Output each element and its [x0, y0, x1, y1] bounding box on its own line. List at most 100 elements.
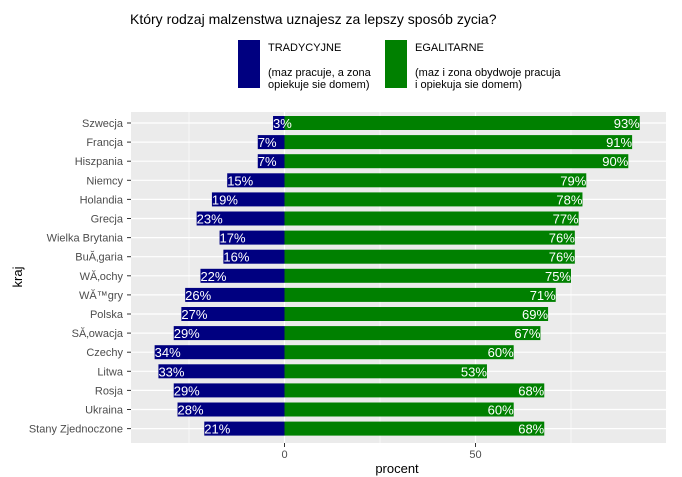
data-label-tradycyjne: 29%	[174, 383, 200, 398]
bar-tradycyjne	[257, 135, 285, 150]
bar-tradycyjne	[185, 287, 285, 302]
bar-egalitarne	[284, 364, 487, 379]
bar-egalitarne	[284, 307, 549, 321]
bar-tradycyjne	[219, 230, 285, 245]
bar-egalitarne	[284, 326, 541, 341]
bar-tradycyjne	[211, 192, 285, 207]
bar-egalitarne	[284, 116, 640, 130]
x-tick-label: 0	[281, 449, 287, 461]
data-label-egalitarne: 60%	[488, 403, 514, 418]
legend-description-line: opiekuje sie domem)	[268, 79, 370, 91]
bar-egalitarne	[284, 345, 514, 360]
bar-tradycyjne	[200, 268, 285, 283]
data-label-tradycyjne: 15%	[227, 173, 253, 188]
data-label-egalitarne: 77%	[553, 212, 579, 227]
data-label-egalitarne: 91%	[606, 135, 632, 150]
data-label-tradycyjne: 27%	[181, 307, 207, 322]
data-label-egalitarne: 79%	[560, 173, 586, 188]
data-label-egalitarne: 76%	[549, 231, 575, 246]
data-label-egalitarne: 68%	[518, 422, 544, 437]
category-label: Czechy	[86, 347, 123, 359]
category-label: WĂ‚ochy	[80, 270, 124, 283]
data-label-egalitarne: 68%	[518, 383, 544, 398]
data-label-tradycyjne: 28%	[178, 403, 204, 418]
bar-tradycyjne	[173, 383, 285, 398]
data-label-egalitarne: 76%	[549, 250, 575, 265]
category-label: Rosja	[95, 385, 124, 397]
bar-tradycyjne	[173, 326, 285, 341]
bar-tradycyjne	[181, 307, 285, 321]
category-label: Polska	[90, 309, 124, 321]
bar-tradycyjne	[154, 345, 285, 360]
data-label-egalitarne: 53%	[461, 364, 487, 379]
bar-tradycyjne	[257, 154, 285, 169]
legend-key-tradycyjne	[238, 40, 260, 88]
bar-tradycyjne	[223, 249, 285, 264]
category-label: Francja	[86, 137, 124, 149]
category-label: SĂ‚owacja	[72, 327, 124, 340]
bar-tradycyjne	[227, 173, 285, 188]
bar-tradycyjne	[196, 211, 285, 226]
bar-egalitarne	[284, 268, 571, 283]
data-label-tradycyjne: 7%	[258, 135, 277, 150]
category-label: Wielka Brytania	[47, 233, 124, 245]
data-label-egalitarne: 78%	[556, 192, 582, 207]
legend-description-line: i opiekuja sie domem)	[415, 79, 522, 91]
bars	[154, 116, 640, 436]
x-tick-label: 50	[469, 449, 481, 461]
legend-key-egalitarne	[385, 40, 407, 88]
data-label-tradycyjne: 16%	[223, 250, 249, 265]
data-label-tradycyjne: 17%	[220, 231, 246, 246]
data-label-tradycyjne: 26%	[185, 288, 211, 303]
data-labels: 3% 93% 7% 91% 7% 90% 15% 79% 19% 78% 23% 77% 17% 76% 1…	[155, 116, 641, 437]
legend-description-line: (maz i zona obydwoje pracuja	[415, 67, 561, 79]
data-label-egalitarne: 67%	[514, 326, 540, 341]
legend-label-tradycyjne: TRADYCYJNE	[268, 42, 341, 54]
bar-tradycyjne	[273, 116, 285, 130]
data-label-tradycyjne: 29%	[174, 326, 200, 341]
category-label: Stany Zjednoczone	[29, 424, 123, 436]
data-label-tradycyjne: 22%	[200, 269, 226, 284]
category-label: WĂ™gry	[79, 289, 124, 302]
bar-egalitarne	[284, 173, 587, 188]
data-label-egalitarne: 60%	[488, 345, 514, 360]
data-label-tradycyjne: 7%	[258, 154, 277, 169]
bar-egalitarne	[284, 154, 629, 169]
category-label: Szwecja	[82, 118, 124, 130]
category-label: Grecja	[91, 214, 124, 226]
data-label-tradycyjne: 23%	[197, 212, 223, 227]
data-label-tradycyjne: 3%	[273, 116, 292, 131]
bar-egalitarne	[284, 383, 545, 398]
data-label-egalitarne: 69%	[522, 307, 548, 322]
category-label: Niemcy	[86, 175, 123, 187]
category-label: Ukraina	[85, 405, 124, 417]
bar-tradycyjne	[177, 402, 285, 417]
category-label: Litwa	[97, 366, 124, 378]
bar-egalitarne	[284, 249, 575, 264]
category-label: BuĂ‚garia	[75, 251, 124, 264]
data-label-tradycyjne: 19%	[212, 192, 238, 207]
category-label: Hiszpania	[75, 156, 124, 168]
bar-egalitarne	[284, 230, 575, 245]
data-label-egalitarne: 90%	[602, 154, 628, 169]
bar-egalitarne	[284, 192, 583, 207]
bar-egalitarne	[284, 211, 579, 226]
x-ticks: 0 50	[281, 443, 482, 461]
x-axis-title: procent	[375, 461, 419, 476]
data-label-egalitarne: 71%	[530, 288, 556, 303]
y-axis-title: kraj	[10, 266, 25, 287]
data-label-tradycyjne: 33%	[158, 364, 184, 379]
legend-description-line: (maz pracuje, a zona	[268, 67, 372, 79]
data-label-tradycyjne: 21%	[204, 422, 230, 437]
legend-label-egalitarne: EGALITARNE	[415, 42, 484, 54]
category-labels: Szwecja Francja Hiszpania Niemcy Holandia Gre…	[29, 118, 131, 436]
category-label: Holandia	[80, 194, 124, 206]
data-label-tradycyjne: 34%	[155, 345, 181, 360]
bar-tradycyjne	[204, 421, 285, 436]
chart-title: Który rodzaj malzenstwa uznajesz za leps…	[130, 11, 497, 27]
bar-egalitarne	[284, 287, 556, 302]
bar-egalitarne	[284, 402, 514, 417]
bar-tradycyjne	[158, 364, 285, 379]
